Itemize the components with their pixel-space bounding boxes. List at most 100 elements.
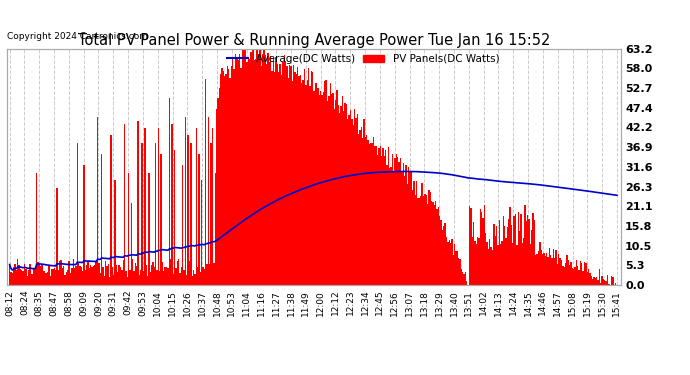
Bar [588, 269, 589, 285]
Bar [116, 264, 117, 285]
Bar [227, 66, 228, 285]
Bar [184, 270, 185, 285]
Bar [219, 88, 220, 285]
Bar [251, 52, 253, 285]
Bar [430, 192, 431, 285]
Bar [542, 254, 543, 285]
Bar [262, 54, 263, 285]
Bar [74, 268, 75, 285]
Bar [447, 242, 448, 285]
Bar [327, 101, 328, 285]
Bar [75, 266, 77, 285]
Bar [163, 271, 164, 285]
Bar [161, 262, 163, 285]
Bar [392, 154, 393, 285]
Bar [396, 154, 397, 285]
Bar [522, 243, 523, 285]
Bar [34, 268, 36, 285]
Bar [568, 260, 569, 285]
Bar [197, 267, 198, 285]
Bar [124, 124, 126, 285]
Bar [593, 278, 595, 285]
Bar [50, 276, 51, 285]
Bar [365, 137, 366, 285]
Bar [135, 263, 136, 285]
Bar [561, 260, 562, 285]
Bar [562, 266, 564, 285]
Bar [117, 272, 119, 285]
Bar [174, 150, 175, 285]
Bar [353, 125, 354, 285]
Text: Copyright 2024 Cartronics.com: Copyright 2024 Cartronics.com [7, 32, 148, 41]
Bar [316, 83, 317, 285]
Bar [204, 269, 205, 285]
Bar [440, 220, 442, 285]
Bar [263, 46, 264, 285]
Bar [188, 135, 189, 285]
Bar [126, 277, 128, 285]
Bar [223, 71, 224, 285]
Bar [195, 128, 197, 285]
Bar [310, 71, 312, 285]
Bar [259, 47, 261, 285]
Bar [397, 158, 399, 285]
Bar [540, 250, 542, 285]
Bar [527, 214, 529, 285]
Bar [473, 222, 474, 285]
Bar [582, 272, 584, 285]
Bar [46, 273, 47, 285]
Bar [88, 261, 89, 285]
Bar [374, 146, 375, 285]
Bar [297, 67, 298, 285]
Bar [529, 219, 530, 285]
Bar [264, 55, 266, 285]
Bar [9, 264, 10, 285]
Bar [367, 140, 368, 285]
Bar [322, 95, 323, 285]
Bar [509, 207, 511, 285]
Bar [309, 86, 310, 285]
Bar [286, 66, 288, 285]
Bar [608, 284, 609, 285]
Bar [55, 270, 57, 285]
Bar [586, 272, 588, 285]
Bar [147, 276, 148, 285]
Bar [533, 213, 534, 285]
Bar [83, 165, 85, 285]
Bar [384, 156, 385, 285]
Bar [32, 274, 33, 285]
Bar [535, 255, 536, 285]
Bar [221, 68, 223, 285]
Bar [29, 264, 30, 285]
Bar [315, 83, 316, 285]
Bar [108, 264, 109, 285]
Bar [471, 237, 473, 285]
Bar [433, 205, 435, 285]
Bar [389, 168, 391, 285]
Bar [595, 278, 596, 285]
Bar [557, 264, 558, 285]
Bar [254, 60, 255, 285]
Bar [484, 205, 485, 285]
Bar [141, 143, 143, 285]
Bar [481, 212, 482, 285]
Bar [202, 267, 204, 285]
Bar [288, 78, 289, 285]
Bar [233, 69, 235, 285]
Bar [201, 180, 202, 285]
Bar [585, 263, 586, 285]
Bar [319, 94, 320, 285]
Bar [261, 66, 262, 285]
Bar [478, 238, 480, 285]
Bar [99, 273, 101, 285]
Bar [140, 270, 141, 285]
Bar [598, 280, 599, 285]
Bar [226, 74, 227, 285]
Bar [549, 248, 550, 285]
Bar [37, 262, 39, 285]
Bar [395, 158, 396, 285]
Bar [543, 253, 544, 285]
Bar [359, 130, 361, 285]
Bar [362, 138, 364, 285]
Bar [328, 96, 330, 285]
